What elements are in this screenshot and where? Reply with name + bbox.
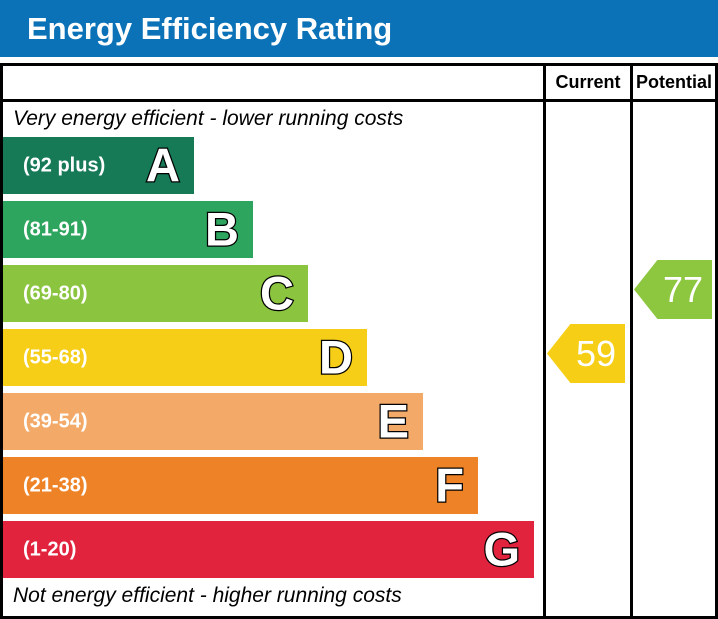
- band-bar-g: (1-20) G: [3, 521, 534, 578]
- band-range-label: (1-20): [23, 538, 77, 560]
- bottom-caption: Not energy efficient - higher running co…: [13, 584, 402, 607]
- band-letter: F: [434, 458, 465, 512]
- band-bar-c: (69-80) C: [3, 265, 308, 322]
- top-caption: Very energy efficient - lower running co…: [13, 107, 404, 130]
- column-divider-current: [543, 66, 546, 616]
- band-bar-e: (39-54) E: [3, 393, 423, 450]
- rating-table: Current Potential Very energy efficient …: [0, 63, 718, 619]
- column-divider-potential: [630, 66, 633, 616]
- band-bar-d: (55-68) D: [3, 329, 367, 386]
- band-bar-a: (92 plus) A: [3, 137, 194, 194]
- current-rating-arrow: 59: [547, 324, 625, 383]
- band-letter: B: [204, 202, 240, 256]
- page-title: Energy Efficiency Rating: [0, 0, 718, 57]
- band-range-label: (39-54): [23, 410, 88, 432]
- potential-rating-arrow: 77: [634, 260, 712, 319]
- band-letter: A: [145, 138, 181, 192]
- band-bar-f: (21-38) F: [3, 457, 478, 514]
- band-letter: G: [482, 522, 521, 576]
- band-range-label: (81-91): [23, 218, 88, 240]
- band-range-label: (55-68): [23, 346, 88, 368]
- table-header: Current Potential: [3, 66, 715, 102]
- current-column-header: Current: [555, 72, 621, 92]
- band-range-label: (21-38): [23, 474, 88, 496]
- band-range-label: (92 plus): [23, 154, 106, 176]
- band-letter: C: [259, 266, 295, 320]
- band-bar-b: (81-91) B: [3, 201, 253, 258]
- band-range-label: (69-80): [23, 282, 88, 304]
- potential-column-header: Potential: [635, 72, 712, 92]
- band-letter: E: [376, 394, 410, 448]
- band-letter: D: [318, 330, 354, 384]
